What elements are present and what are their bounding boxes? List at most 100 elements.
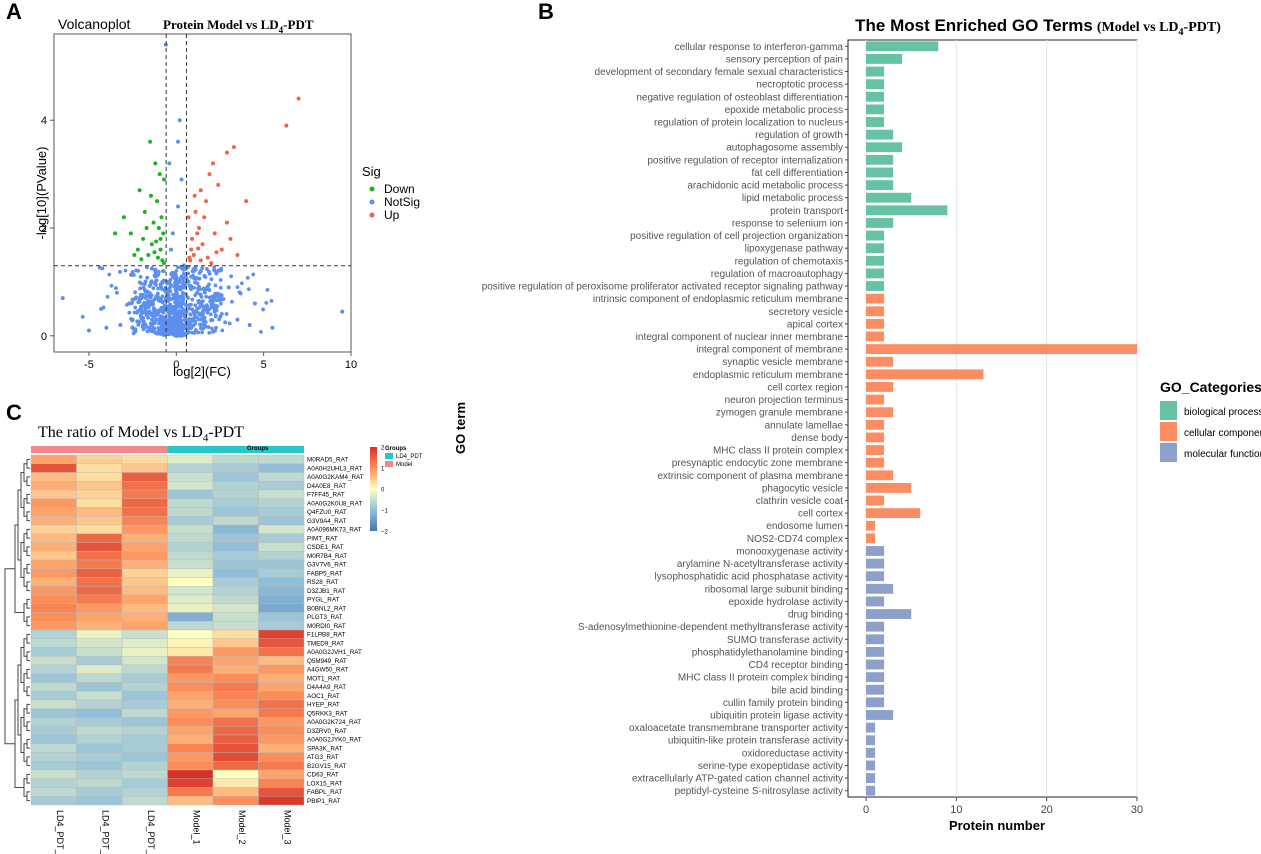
go-bar bbox=[866, 356, 894, 367]
heatmap-cell bbox=[121, 524, 168, 534]
heatmap-row-label: LOX15_RAT bbox=[307, 780, 342, 787]
go-term-label: regulation of growth bbox=[755, 130, 843, 141]
heatmap-cell bbox=[76, 594, 123, 604]
volcano-point-notsig bbox=[150, 299, 155, 304]
volcano-point-notsig bbox=[156, 269, 161, 274]
heatmap-cell bbox=[76, 726, 123, 736]
go-bar bbox=[866, 596, 885, 607]
go-term-label: oxidoreductase activity bbox=[742, 748, 843, 759]
heatmap-cell bbox=[76, 551, 123, 561]
volcano-point-notsig bbox=[140, 318, 145, 322]
heatmap-cell bbox=[76, 559, 123, 569]
volcano-point-notsig bbox=[132, 328, 137, 333]
heatmap-cell bbox=[258, 586, 305, 596]
heatmap-cell bbox=[76, 586, 123, 596]
heatmap-cell bbox=[212, 664, 259, 674]
volcano-point-notsig bbox=[187, 317, 191, 321]
heatmap-column-label: LD4_PDT_1 bbox=[55, 810, 65, 854]
heatmap-cell bbox=[30, 594, 77, 604]
volcano-point-notsig bbox=[212, 268, 216, 272]
go-legend-label-mf: molecular function bbox=[1184, 449, 1261, 460]
heatmap-cell bbox=[121, 761, 168, 771]
volcano-point-notsig bbox=[159, 314, 164, 319]
volcano-point-notsig bbox=[118, 269, 122, 274]
volcano-point-up bbox=[186, 215, 191, 220]
heatmap-cell bbox=[121, 463, 168, 473]
heatmap-row-label: RS28_RAT bbox=[307, 579, 339, 586]
volcano-point-notsig bbox=[118, 323, 123, 328]
heatmap-cell bbox=[167, 787, 214, 797]
go-bar bbox=[866, 293, 885, 304]
volcano-point-notsig bbox=[191, 269, 196, 274]
go-bar bbox=[866, 558, 885, 569]
heatmap-cell bbox=[212, 516, 259, 526]
heatmap-cell bbox=[30, 472, 77, 482]
go-term-label: integral component of nuclear inner memb… bbox=[636, 332, 844, 343]
volcano-point-notsig bbox=[138, 286, 143, 291]
heatmap-cell bbox=[212, 656, 259, 666]
volcano-point-down bbox=[135, 247, 140, 252]
heatmap-column-label: Model_1 bbox=[191, 810, 201, 845]
volcano-point-notsig bbox=[229, 274, 234, 279]
volcano-point-down bbox=[148, 193, 153, 198]
go-term-label: arylamine N-acetyltransferase activity bbox=[677, 559, 843, 570]
heatmap-cell bbox=[76, 752, 123, 762]
volcano-ytick-label: 0 bbox=[41, 331, 47, 343]
heatmap-group-cell bbox=[122, 446, 168, 453]
heatmap-cell bbox=[258, 629, 305, 639]
volcano-point-notsig bbox=[86, 328, 91, 333]
heatmap-row-label: A0A0H2UHL3_RAT bbox=[307, 465, 362, 472]
heatmap-cell bbox=[212, 726, 259, 736]
go-bar bbox=[866, 684, 885, 695]
volcano-point-notsig bbox=[264, 300, 269, 305]
volcano-point-notsig bbox=[161, 330, 165, 334]
volcano-point-notsig bbox=[196, 300, 201, 305]
heatmap-row-label: Q5RKK3_RAT bbox=[307, 710, 348, 717]
volcano-point-notsig bbox=[164, 331, 169, 336]
heatmap-cell bbox=[167, 638, 214, 648]
volcano-point-notsig bbox=[171, 316, 176, 320]
heatmap-cell bbox=[167, 498, 214, 508]
heatmap-cell bbox=[121, 568, 168, 578]
volcano-point-notsig bbox=[146, 304, 151, 309]
volcano-point-notsig bbox=[270, 325, 275, 330]
volcano-point-notsig bbox=[60, 296, 65, 301]
go-term-label: protein transport bbox=[770, 206, 843, 217]
go-term-label: oxaloacetate transmembrane transporter a… bbox=[629, 723, 843, 734]
heatmap-cell bbox=[121, 577, 168, 587]
go-bar-chart: The Most Enriched GO Terms (Model vs LD4-… bbox=[453, 16, 1261, 833]
heatmap-cell bbox=[121, 472, 168, 482]
volcano-point-notsig bbox=[154, 282, 158, 287]
heatmap-cell bbox=[121, 629, 168, 639]
go-term-label: phagocytic vesicle bbox=[762, 483, 844, 494]
heatmap-cell bbox=[76, 472, 123, 482]
heatmap-cell bbox=[30, 647, 77, 657]
volcano-point-notsig bbox=[251, 272, 256, 277]
volcano-point-notsig bbox=[198, 312, 203, 317]
go-term-label: annulate lamellae bbox=[765, 420, 844, 431]
volcano-point-down bbox=[158, 247, 163, 252]
volcano-point-notsig bbox=[205, 306, 210, 311]
volcano-point-notsig bbox=[167, 161, 172, 166]
volcano-point-notsig bbox=[179, 177, 184, 182]
heatmap-cell bbox=[76, 489, 123, 499]
dendrogram-branch bbox=[26, 458, 30, 469]
heatmap-legend-label-ld4: LD4_PDT bbox=[396, 454, 423, 460]
volcano-point-notsig bbox=[197, 306, 201, 310]
go-term-label: drug binding bbox=[788, 610, 843, 621]
dendrogram-branch bbox=[26, 546, 30, 557]
go-term-label: cell cortex region bbox=[767, 382, 843, 393]
volcano-point-notsig bbox=[139, 312, 144, 317]
volcano-point-notsig bbox=[189, 302, 193, 307]
heatmap-cell bbox=[258, 726, 305, 736]
heatmap-cell bbox=[212, 708, 259, 718]
heatmap-cell bbox=[258, 734, 305, 744]
volcano-point-notsig bbox=[184, 323, 189, 328]
legend-label-up: Up bbox=[384, 208, 400, 222]
heatmap-cell bbox=[30, 524, 77, 534]
volcano-point-up bbox=[214, 250, 219, 255]
volcano-point-notsig bbox=[176, 304, 181, 309]
heatmap-cell bbox=[258, 542, 305, 552]
go-bar bbox=[866, 432, 885, 443]
heatmap-cell bbox=[212, 621, 259, 631]
